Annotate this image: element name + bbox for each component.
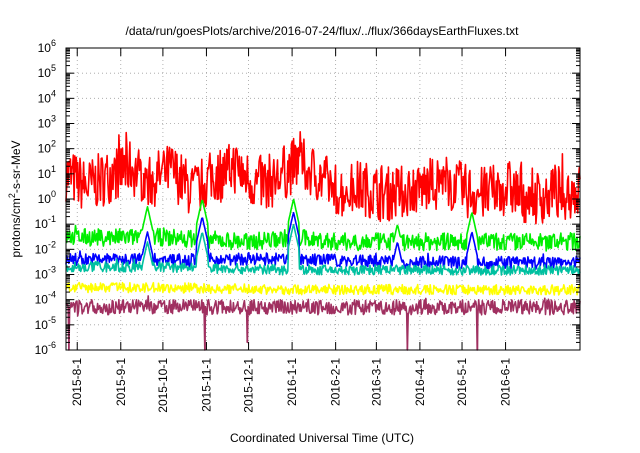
x-tick-label: 2015-10-1 [156,358,170,413]
series-layer [65,131,581,351]
x-tick-label: 2015-8-1 [70,358,84,406]
series-line-2 [65,211,581,270]
y-tick-label: 10-6 [35,340,56,357]
y-tick-label: 103 [38,114,56,131]
y-tick-label: 106 [38,38,56,55]
y-axis-label-sup: 2 [7,193,17,198]
x-tick-label: 2016-2-1 [329,358,343,406]
x-tick-label: 2016-3-1 [369,358,383,406]
y-tick-label: 10-3 [35,265,56,282]
y-tick-label: 105 [38,63,56,80]
y-tick-labels: 10-6 10-5 10-4 10-3 10-2 10-1 100 101 102 103 104 1… [35,38,56,357]
y-tick-label: 100 [38,189,56,206]
x-tick-label: 2016-5-1 [455,358,469,406]
x-tick-label: 2016-6-1 [499,358,513,406]
y-tick-label: 102 [38,139,56,156]
series-line-1 [65,198,581,252]
x-tick-label: 2015-9-1 [114,358,128,406]
y-tick-label: 10-4 [35,290,56,307]
series-line-5 [65,295,581,351]
x-tick-label: 2015-11-1 [199,358,213,412]
chart-title: /data/run/goesPlots/archive/2016-07-24/f… [126,24,520,38]
y-tick-label: 10-5 [35,315,56,332]
ticks [66,47,580,351]
y-axis-label: protons/cm2-s-sr-MeV [7,140,23,257]
x-axis-label: Coordinated Universal Time (UTC) [230,431,414,445]
y-tick-label: 10-1 [35,214,56,231]
x-tick-label: 2016-1-1 [285,358,299,406]
y-axis-label-prefix: protons/cm [9,198,23,257]
y-tick-label: 101 [38,164,56,181]
series-line-4 [65,281,581,296]
x-tick-labels: 2015-8-1 2015-9-1 2015-10-1 2015-11-1 2015-1… [70,358,512,413]
y-tick-label: 10-2 [35,239,56,256]
y-tick-label: 104 [38,88,56,105]
y-axis-label-suffix: -s-sr-MeV [9,140,23,193]
x-tick-label: 2015-12-1 [242,358,256,413]
x-tick-label: 2016-4-1 [413,358,427,406]
series-line-3 [65,223,581,276]
series-line-0 [65,131,581,225]
